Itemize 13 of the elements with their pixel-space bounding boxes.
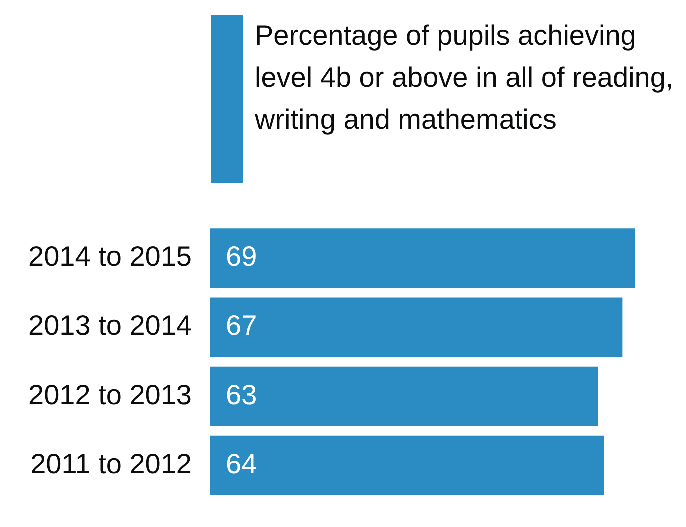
text: Percentage of pupils achieving level 4b or above in all of reading, writing and mathematics xyxy=(255,19,675,137)
bar xyxy=(210,228,635,288)
bar xyxy=(210,436,604,496)
data-label: 63 xyxy=(226,379,258,410)
data-label: 67 xyxy=(226,310,258,342)
y-tick-label: 2012 to 2013 xyxy=(28,379,192,410)
y-tick-label: 2014 to 2015 xyxy=(28,241,192,272)
data-label: 64 xyxy=(226,448,258,480)
y-tick-label: 2011 to 2012 xyxy=(30,448,192,480)
data-label: 69 xyxy=(226,241,258,272)
y-tick-label: 2013 to 2014 xyxy=(28,310,192,342)
bar xyxy=(210,366,598,426)
bar xyxy=(210,298,623,358)
